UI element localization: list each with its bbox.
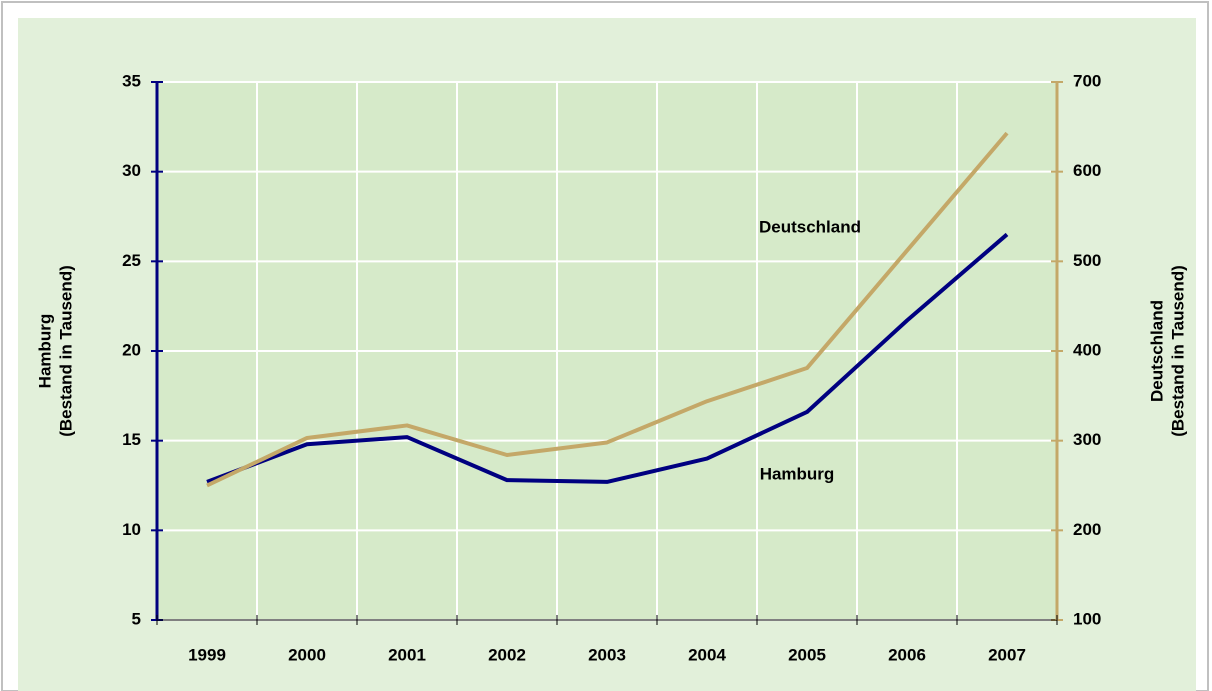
y-axis-title-line: Hamburg (36, 314, 55, 389)
series-line (206, 131, 1009, 488)
x-tick-label: 2007 (988, 645, 1026, 664)
series-label: Hamburg (760, 464, 835, 483)
y2-tick-label: 500 (1073, 251, 1101, 270)
y-tick-label: 25 (122, 251, 141, 270)
y-tick-label: 35 (122, 71, 141, 90)
x-tick-label: 2005 (788, 645, 826, 664)
y-tick-label: 15 (122, 430, 141, 449)
y-tick-label: 20 (122, 340, 141, 359)
y2-tick-label: 100 (1073, 609, 1101, 628)
y2-axis-title-line: (Bestand in Tausend) (1169, 265, 1188, 437)
x-tick-label: 2001 (388, 645, 426, 664)
y2-tick-label: 700 (1073, 71, 1101, 90)
x-tick-label: 2006 (888, 645, 926, 664)
y-tick-label: 5 (132, 609, 141, 628)
y-axis-title: Hamburg (Bestand in Tausend) (36, 265, 76, 437)
series-label: Deutschland (759, 217, 861, 236)
y-tick-label: 30 (122, 161, 141, 180)
y2-axis-title: Deutschland (Bestand in Tausend) (1148, 265, 1188, 437)
x-tick-label: 2003 (588, 645, 626, 664)
x-tick-label: 1999 (188, 645, 226, 664)
y2-tick-label: 400 (1073, 340, 1101, 359)
x-tick-label: 2004 (688, 645, 726, 664)
y2-axis-title-line: Deutschland (1148, 300, 1167, 402)
y-axis-title-line: (Bestand in Tausend) (57, 265, 76, 437)
y2-tick-label: 300 (1073, 430, 1101, 449)
y2-tick-label: 200 (1073, 520, 1101, 539)
x-tick-label: 2002 (488, 645, 526, 664)
y2-tick-label: 600 (1073, 161, 1101, 180)
x-tick-label: 2000 (288, 645, 326, 664)
y-tick-label: 10 (122, 520, 141, 539)
series-line (206, 232, 1009, 484)
